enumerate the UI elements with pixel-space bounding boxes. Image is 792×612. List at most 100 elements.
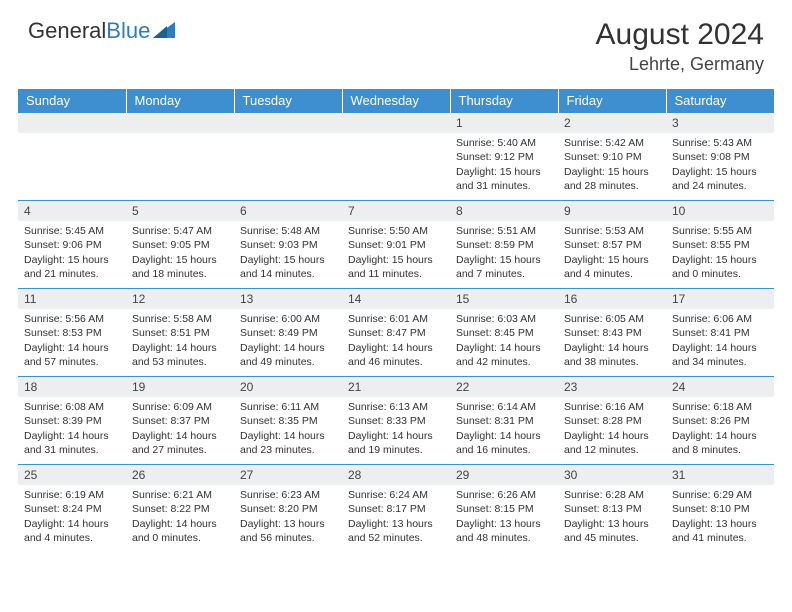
brand-part1: General <box>28 18 106 44</box>
calendar-cell: 6Sunrise: 5:48 AMSunset: 9:03 PMDaylight… <box>234 201 342 289</box>
calendar-cell: 16Sunrise: 6:05 AMSunset: 8:43 PMDayligh… <box>558 289 666 377</box>
day-number: 15 <box>450 289 558 309</box>
day-number: 8 <box>450 201 558 221</box>
calendar-cell: 23Sunrise: 6:16 AMSunset: 8:28 PMDayligh… <box>558 377 666 465</box>
calendar-cell: 19Sunrise: 6:09 AMSunset: 8:37 PMDayligh… <box>126 377 234 465</box>
calendar-cell: 5Sunrise: 5:47 AMSunset: 9:05 PMDaylight… <box>126 201 234 289</box>
calendar-row: 25Sunrise: 6:19 AMSunset: 8:24 PMDayligh… <box>18 465 774 553</box>
header: GeneralBlue August 2024 Lehrte, Germany <box>0 0 792 83</box>
day-number: 21 <box>342 377 450 397</box>
calendar-cell: 26Sunrise: 6:21 AMSunset: 8:22 PMDayligh… <box>126 465 234 553</box>
day-details: Sunrise: 6:24 AMSunset: 8:17 PMDaylight:… <box>342 485 450 549</box>
day-details: Sunrise: 6:09 AMSunset: 8:37 PMDaylight:… <box>126 397 234 461</box>
day-details: Sunrise: 6:29 AMSunset: 8:10 PMDaylight:… <box>666 485 774 549</box>
calendar-cell: 13Sunrise: 6:00 AMSunset: 8:49 PMDayligh… <box>234 289 342 377</box>
calendar-cell: 22Sunrise: 6:14 AMSunset: 8:31 PMDayligh… <box>450 377 558 465</box>
day-number: 2 <box>558 113 666 133</box>
day-number: 11 <box>18 289 126 309</box>
day-number: 20 <box>234 377 342 397</box>
day-number-empty <box>234 113 342 133</box>
day-number: 5 <box>126 201 234 221</box>
day-details: Sunrise: 6:05 AMSunset: 8:43 PMDaylight:… <box>558 309 666 373</box>
calendar-cell: 8Sunrise: 5:51 AMSunset: 8:59 PMDaylight… <box>450 201 558 289</box>
day-number: 22 <box>450 377 558 397</box>
calendar-table: SundayMondayTuesdayWednesdayThursdayFrid… <box>18 89 774 553</box>
day-number: 16 <box>558 289 666 309</box>
day-details: Sunrise: 6:14 AMSunset: 8:31 PMDaylight:… <box>450 397 558 461</box>
day-number: 23 <box>558 377 666 397</box>
calendar-row: 4Sunrise: 5:45 AMSunset: 9:06 PMDaylight… <box>18 201 774 289</box>
day-details: Sunrise: 6:11 AMSunset: 8:35 PMDaylight:… <box>234 397 342 461</box>
day-number: 26 <box>126 465 234 485</box>
calendar-cell: 27Sunrise: 6:23 AMSunset: 8:20 PMDayligh… <box>234 465 342 553</box>
day-number: 13 <box>234 289 342 309</box>
calendar-cell: 24Sunrise: 6:18 AMSunset: 8:26 PMDayligh… <box>666 377 774 465</box>
calendar-cell: 3Sunrise: 5:43 AMSunset: 9:08 PMDaylight… <box>666 113 774 201</box>
day-number-empty <box>126 113 234 133</box>
calendar-cell: 17Sunrise: 6:06 AMSunset: 8:41 PMDayligh… <box>666 289 774 377</box>
weekday-header: Sunday <box>18 89 126 113</box>
day-details: Sunrise: 5:55 AMSunset: 8:55 PMDaylight:… <box>666 221 774 285</box>
calendar-cell: 1Sunrise: 5:40 AMSunset: 9:12 PMDaylight… <box>450 113 558 201</box>
day-details: Sunrise: 5:45 AMSunset: 9:06 PMDaylight:… <box>18 221 126 285</box>
calendar-cell <box>18 113 126 201</box>
day-details: Sunrise: 6:08 AMSunset: 8:39 PMDaylight:… <box>18 397 126 461</box>
calendar-cell: 4Sunrise: 5:45 AMSunset: 9:06 PMDaylight… <box>18 201 126 289</box>
calendar-row: 11Sunrise: 5:56 AMSunset: 8:53 PMDayligh… <box>18 289 774 377</box>
brand-triangle-icon <box>153 18 175 44</box>
brand-logo: GeneralBlue <box>28 18 175 44</box>
day-details: Sunrise: 5:56 AMSunset: 8:53 PMDaylight:… <box>18 309 126 373</box>
weekday-header: Monday <box>126 89 234 113</box>
day-number-empty <box>342 113 450 133</box>
calendar-cell: 14Sunrise: 6:01 AMSunset: 8:47 PMDayligh… <box>342 289 450 377</box>
calendar-cell: 21Sunrise: 6:13 AMSunset: 8:33 PMDayligh… <box>342 377 450 465</box>
weekday-header-row: SundayMondayTuesdayWednesdayThursdayFrid… <box>18 89 774 113</box>
day-details: Sunrise: 5:58 AMSunset: 8:51 PMDaylight:… <box>126 309 234 373</box>
brand-part2: Blue <box>106 18 150 44</box>
day-details: Sunrise: 6:21 AMSunset: 8:22 PMDaylight:… <box>126 485 234 549</box>
day-details: Sunrise: 6:06 AMSunset: 8:41 PMDaylight:… <box>666 309 774 373</box>
day-number: 29 <box>450 465 558 485</box>
day-details: Sunrise: 5:53 AMSunset: 8:57 PMDaylight:… <box>558 221 666 285</box>
calendar-cell: 7Sunrise: 5:50 AMSunset: 9:01 PMDaylight… <box>342 201 450 289</box>
day-details: Sunrise: 5:43 AMSunset: 9:08 PMDaylight:… <box>666 133 774 197</box>
day-details: Sunrise: 6:18 AMSunset: 8:26 PMDaylight:… <box>666 397 774 461</box>
title-block: August 2024 Lehrte, Germany <box>596 18 764 75</box>
day-number: 9 <box>558 201 666 221</box>
calendar-cell: 20Sunrise: 6:11 AMSunset: 8:35 PMDayligh… <box>234 377 342 465</box>
day-details: Sunrise: 6:01 AMSunset: 8:47 PMDaylight:… <box>342 309 450 373</box>
weekday-header: Tuesday <box>234 89 342 113</box>
day-details: Sunrise: 6:26 AMSunset: 8:15 PMDaylight:… <box>450 485 558 549</box>
calendar-body: 1Sunrise: 5:40 AMSunset: 9:12 PMDaylight… <box>18 113 774 553</box>
day-number: 28 <box>342 465 450 485</box>
day-number: 14 <box>342 289 450 309</box>
calendar-row: 18Sunrise: 6:08 AMSunset: 8:39 PMDayligh… <box>18 377 774 465</box>
day-details: Sunrise: 6:03 AMSunset: 8:45 PMDaylight:… <box>450 309 558 373</box>
day-details: Sunrise: 5:50 AMSunset: 9:01 PMDaylight:… <box>342 221 450 285</box>
day-details: Sunrise: 6:28 AMSunset: 8:13 PMDaylight:… <box>558 485 666 549</box>
day-number: 7 <box>342 201 450 221</box>
day-number: 25 <box>18 465 126 485</box>
day-details: Sunrise: 5:42 AMSunset: 9:10 PMDaylight:… <box>558 133 666 197</box>
day-details: Sunrise: 6:13 AMSunset: 8:33 PMDaylight:… <box>342 397 450 461</box>
day-number: 1 <box>450 113 558 133</box>
day-number: 10 <box>666 201 774 221</box>
month-title: August 2024 <box>596 18 764 52</box>
calendar-cell: 29Sunrise: 6:26 AMSunset: 8:15 PMDayligh… <box>450 465 558 553</box>
day-details: Sunrise: 5:47 AMSunset: 9:05 PMDaylight:… <box>126 221 234 285</box>
calendar-cell: 25Sunrise: 6:19 AMSunset: 8:24 PMDayligh… <box>18 465 126 553</box>
day-number: 31 <box>666 465 774 485</box>
day-number: 6 <box>234 201 342 221</box>
calendar-row: 1Sunrise: 5:40 AMSunset: 9:12 PMDaylight… <box>18 113 774 201</box>
day-number: 17 <box>666 289 774 309</box>
day-details: Sunrise: 5:40 AMSunset: 9:12 PMDaylight:… <box>450 133 558 197</box>
day-number: 12 <box>126 289 234 309</box>
calendar-cell <box>126 113 234 201</box>
weekday-header: Saturday <box>666 89 774 113</box>
calendar-cell: 11Sunrise: 5:56 AMSunset: 8:53 PMDayligh… <box>18 289 126 377</box>
day-number: 4 <box>18 201 126 221</box>
day-number-empty <box>18 113 126 133</box>
day-details: Sunrise: 5:48 AMSunset: 9:03 PMDaylight:… <box>234 221 342 285</box>
location-label: Lehrte, Germany <box>596 54 764 75</box>
weekday-header: Thursday <box>450 89 558 113</box>
